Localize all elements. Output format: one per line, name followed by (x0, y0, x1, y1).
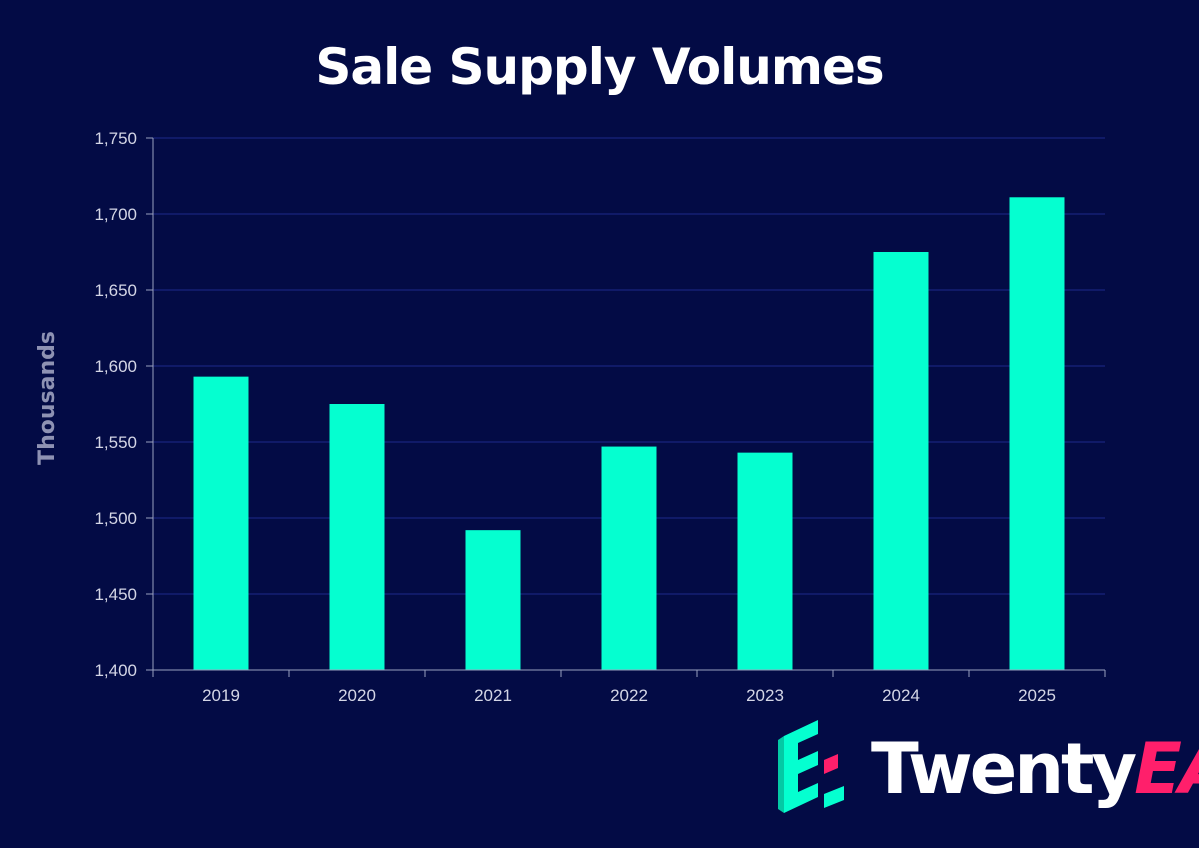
y-tick-label: 1,650 (94, 281, 137, 300)
bar-2023 (737, 452, 793, 670)
bar-2022 (601, 446, 657, 670)
y-tick-label: 1,550 (94, 433, 137, 452)
bars (193, 197, 1065, 670)
y-tick-label: 1,700 (94, 205, 137, 224)
y-tick-label: 1,400 (94, 661, 137, 680)
y-tick-label: 1,500 (94, 509, 137, 528)
logo-word-ea: EA (1134, 728, 1199, 810)
x-tick-label: 2023 (746, 686, 784, 705)
logo-wordmark: TwentyEA (871, 724, 1199, 814)
y-tick-label: 1,450 (94, 585, 137, 604)
y-tick-label: 1,750 (94, 129, 137, 148)
x-tick-label: 2020 (338, 686, 376, 705)
x-tick-labels: 2019 2020 2021 2022 2023 2024 2025 (202, 686, 1056, 705)
x-tick-label: 2024 (882, 686, 920, 705)
bar-2019 (193, 376, 249, 670)
logo-word-twenty: Twenty (871, 728, 1137, 810)
y-tick-label: 1,600 (94, 357, 137, 376)
bar-2024 (873, 252, 929, 670)
x-tick-label: 2025 (1018, 686, 1056, 705)
twentyea-logo: TwentyEA (778, 716, 1199, 831)
x-tick-label: 2019 (202, 686, 240, 705)
axes (146, 137, 1106, 677)
y-tick-labels: 1,400 1,450 1,500 1,550 1,600 1,650 1,700 1,750 (94, 129, 137, 680)
bar-2021 (465, 530, 521, 670)
bar-2025 (1009, 197, 1065, 670)
x-tick-label: 2022 (610, 686, 648, 705)
bar-2020 (329, 404, 385, 670)
x-tick-label: 2021 (474, 686, 512, 705)
y-axis-title: Thousands (35, 331, 60, 465)
twentyea-e-icon (778, 720, 844, 813)
chart-title: Sale Supply Volumes (315, 38, 884, 96)
